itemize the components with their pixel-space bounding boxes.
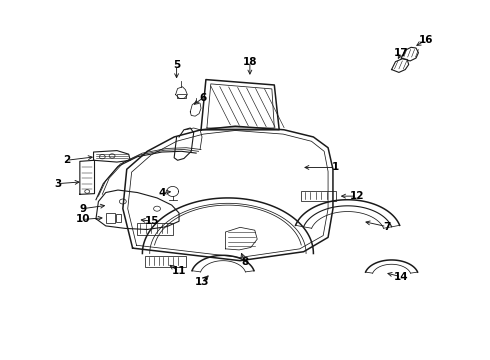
Text: 9: 9 <box>79 204 86 214</box>
Text: 3: 3 <box>55 179 62 189</box>
Text: 6: 6 <box>200 93 207 103</box>
Text: 12: 12 <box>350 191 365 201</box>
FancyBboxPatch shape <box>116 214 122 222</box>
Text: 2: 2 <box>63 155 70 165</box>
FancyBboxPatch shape <box>145 256 186 267</box>
Text: 17: 17 <box>394 48 409 58</box>
FancyBboxPatch shape <box>137 223 173 234</box>
Text: 18: 18 <box>243 57 257 67</box>
FancyBboxPatch shape <box>177 94 186 98</box>
Text: 10: 10 <box>75 215 90 224</box>
Text: 4: 4 <box>158 188 166 198</box>
Text: 7: 7 <box>383 222 391 231</box>
Text: 14: 14 <box>394 272 409 282</box>
Text: 1: 1 <box>332 162 339 172</box>
FancyBboxPatch shape <box>301 191 336 201</box>
FancyBboxPatch shape <box>106 213 115 223</box>
Text: 13: 13 <box>195 277 209 287</box>
Text: 15: 15 <box>145 216 159 226</box>
Text: 8: 8 <box>242 257 248 267</box>
Text: 5: 5 <box>173 60 180 70</box>
Text: 16: 16 <box>418 35 433 45</box>
Text: 11: 11 <box>172 266 186 276</box>
